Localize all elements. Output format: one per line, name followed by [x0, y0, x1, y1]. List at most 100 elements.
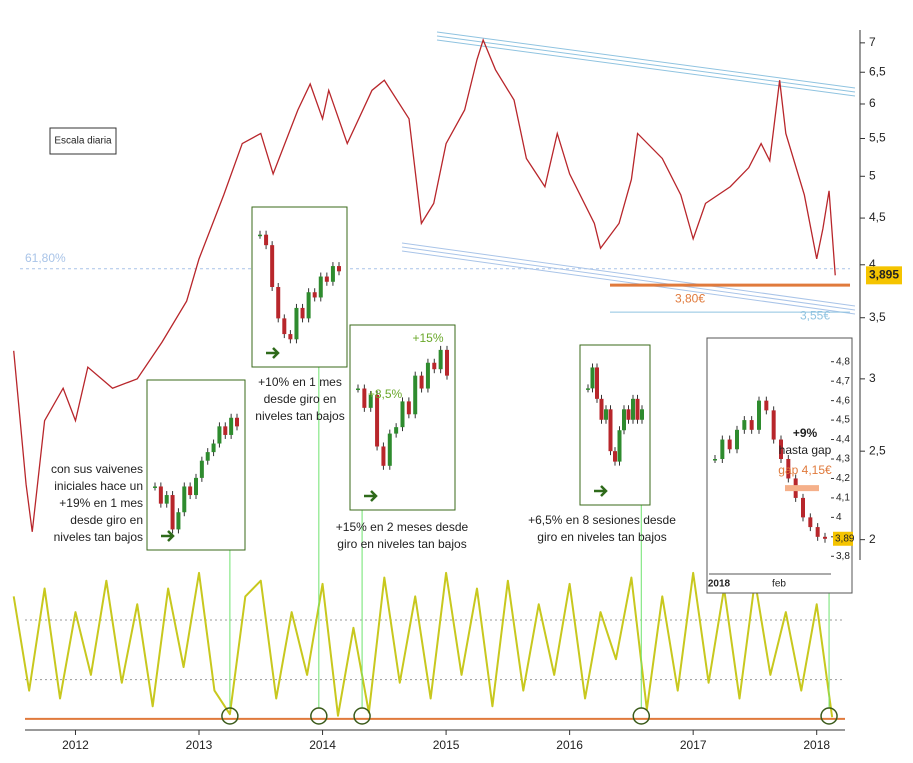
inset-candle [590, 367, 595, 389]
inset-candle [294, 307, 299, 340]
channel-line [436, 39, 856, 97]
inset-candle [713, 459, 717, 461]
inset-y-tick-label: 4,1 [836, 493, 850, 504]
x-tick-label: 2013 [186, 738, 213, 752]
y-tick-label: 2 [869, 532, 876, 546]
oscillator-line [12, 571, 834, 718]
y-tick-label: 3,5 [869, 310, 886, 324]
last-price-label: 3,895 [869, 267, 899, 281]
inset-y-tick-label: 4,5 [836, 415, 850, 426]
inset-y-tick-label: 4,3 [836, 454, 850, 465]
inset-inner: +8,5% [368, 387, 403, 401]
inset-candle [211, 443, 216, 453]
inset-candle [757, 400, 761, 430]
inset-candle [153, 486, 157, 488]
y-tick-label: 4,5 [869, 210, 886, 224]
inset-candle [622, 409, 626, 431]
inset-candle [764, 400, 769, 411]
inset-candle [608, 409, 613, 452]
note: Escala diaria [54, 136, 112, 147]
signal-circle [221, 707, 239, 725]
inset-candle [640, 409, 644, 420]
inset-box [706, 337, 853, 594]
inset-candle [419, 375, 424, 389]
inset-text: desde giro en [264, 392, 337, 406]
inset-text: con sus vaivenes [51, 462, 143, 476]
signal-circle [310, 707, 328, 725]
y-tick-label: 3 [869, 371, 876, 385]
inset-y-tick-label: 4,6 [836, 395, 850, 406]
inset-box [146, 379, 246, 551]
inset-candle [182, 486, 187, 513]
inset-text: hasta gap [779, 443, 832, 457]
inset-candle [720, 439, 725, 459]
inset-candle [158, 486, 163, 504]
inset-candle [445, 349, 449, 376]
inset-text: +15% en 2 meses desde [336, 520, 469, 534]
gap-label: gap 4,15€ [778, 463, 832, 477]
inset-candle [324, 276, 329, 282]
inset-text: niveles tan bajos [54, 530, 143, 544]
level-label: 3,80€ [675, 291, 705, 305]
inset-candle [258, 234, 262, 237]
y-tick-label: 2,5 [869, 443, 886, 457]
inset-candle [742, 420, 747, 430]
inset-text: +10% en 1 mes [258, 375, 342, 389]
arrow [364, 490, 378, 502]
arrow [161, 530, 175, 542]
inset-y-tick-label: 3,8 [836, 551, 850, 562]
y-tick-label: 7 [869, 35, 876, 49]
inset-candle [815, 527, 820, 537]
x-tick-label: 2015 [433, 738, 460, 752]
x-tick-label: 2017 [680, 738, 707, 752]
inset-candle [264, 234, 269, 246]
inset-candle [425, 362, 430, 389]
inset-candle [318, 276, 323, 298]
inset-candle [595, 367, 599, 399]
inset-text: giro en niveles tan bajos [337, 537, 466, 551]
inset-candle [356, 388, 360, 391]
inset-x-label: 2018 [708, 579, 731, 590]
inset-candle [223, 426, 228, 435]
inset-candle [735, 429, 739, 450]
inset-x-label: feb [772, 579, 786, 590]
inset-candle [438, 349, 443, 370]
inset-candle [631, 398, 635, 420]
inset-candle [194, 477, 198, 496]
arrow [594, 485, 608, 497]
inset-candle [282, 318, 287, 335]
inset-candle [413, 375, 418, 415]
y-tick-label: 6 [869, 96, 876, 110]
inset-candle [176, 512, 181, 530]
signal-circle [632, 707, 651, 725]
inset-candle [786, 459, 791, 479]
inset-last-box [833, 531, 853, 546]
inset-y-tick-label: 4,7 [836, 376, 850, 387]
inset-candle [235, 417, 239, 427]
channel-line [436, 31, 856, 89]
inset-candle [375, 394, 380, 447]
inset-text: +9% [793, 426, 818, 440]
inset-candle [306, 292, 311, 319]
level-label: 3,55€ [800, 308, 830, 322]
inset-text: +19% en 1 mes [59, 496, 143, 510]
inset-candle [400, 401, 405, 428]
inset-candle [808, 517, 813, 528]
inset-candle [387, 433, 392, 466]
inset-candle [270, 245, 275, 287]
x-tick-label: 2014 [309, 738, 336, 752]
channel-line [436, 35, 856, 93]
inset-text: giro en niveles tan bajos [537, 530, 666, 544]
inset-candle [368, 394, 373, 408]
inset-candle [779, 439, 783, 459]
inset-candle [586, 388, 590, 390]
inset-candle [300, 307, 305, 319]
y-tick-label: 4 [869, 257, 876, 271]
inset-last-label: 3,89 [835, 533, 855, 544]
inset-candle [394, 427, 399, 434]
note-box [49, 127, 117, 155]
signal-circle [353, 707, 371, 725]
inset-candle [276, 287, 281, 319]
inset-candle [801, 497, 805, 518]
channel-line [401, 246, 856, 311]
